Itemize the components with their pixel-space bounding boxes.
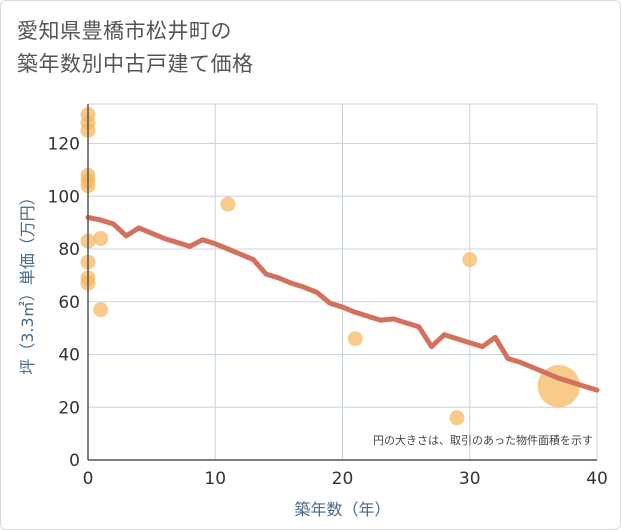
y-tick-label: 0 xyxy=(69,451,80,471)
grid-lines xyxy=(88,103,598,460)
y-tick-label: 60 xyxy=(58,293,80,313)
trend-line xyxy=(85,214,600,393)
axes xyxy=(87,104,597,461)
y-axis-title: 坪（3.3㎡）単価（万円） xyxy=(18,189,37,374)
data-bubble xyxy=(462,252,478,268)
y-tick-label: 120 xyxy=(48,135,80,155)
data-bubble xyxy=(93,230,109,246)
bubble-series xyxy=(80,107,581,426)
chart-title-line2: 築年数別中古戸建て価格 xyxy=(17,52,254,76)
chart-title: 愛知県豊橋市松井町の 築年数別中古戸建て価格 xyxy=(17,15,254,81)
data-bubble xyxy=(347,331,363,347)
y-tick-label: 20 xyxy=(58,398,80,418)
x-tick-label: 30 xyxy=(459,469,481,489)
data-bubble xyxy=(220,196,236,212)
x-tick-label: 40 xyxy=(586,469,608,489)
chart-title-line1: 愛知県豊橋市松井町の xyxy=(17,19,232,43)
data-bubble xyxy=(93,302,109,318)
data-bubble xyxy=(449,410,465,426)
y-tick-label: 40 xyxy=(58,346,80,366)
tick-labels: 0 20 40 60 80 100 120 0 10 20 30 40 xyxy=(48,135,608,489)
x-axis-title: 築年数（年） xyxy=(294,500,390,519)
bubble-size-note: 円の大きさは、取引のあった物件面積を示す xyxy=(373,433,593,447)
y-tick-label: 80 xyxy=(58,240,80,260)
x-tick-label: 20 xyxy=(332,469,354,489)
y-tick-label: 100 xyxy=(48,187,80,207)
trend-line-series xyxy=(85,214,600,393)
x-tick-label: 0 xyxy=(83,469,94,489)
x-tick-label: 10 xyxy=(204,469,226,489)
